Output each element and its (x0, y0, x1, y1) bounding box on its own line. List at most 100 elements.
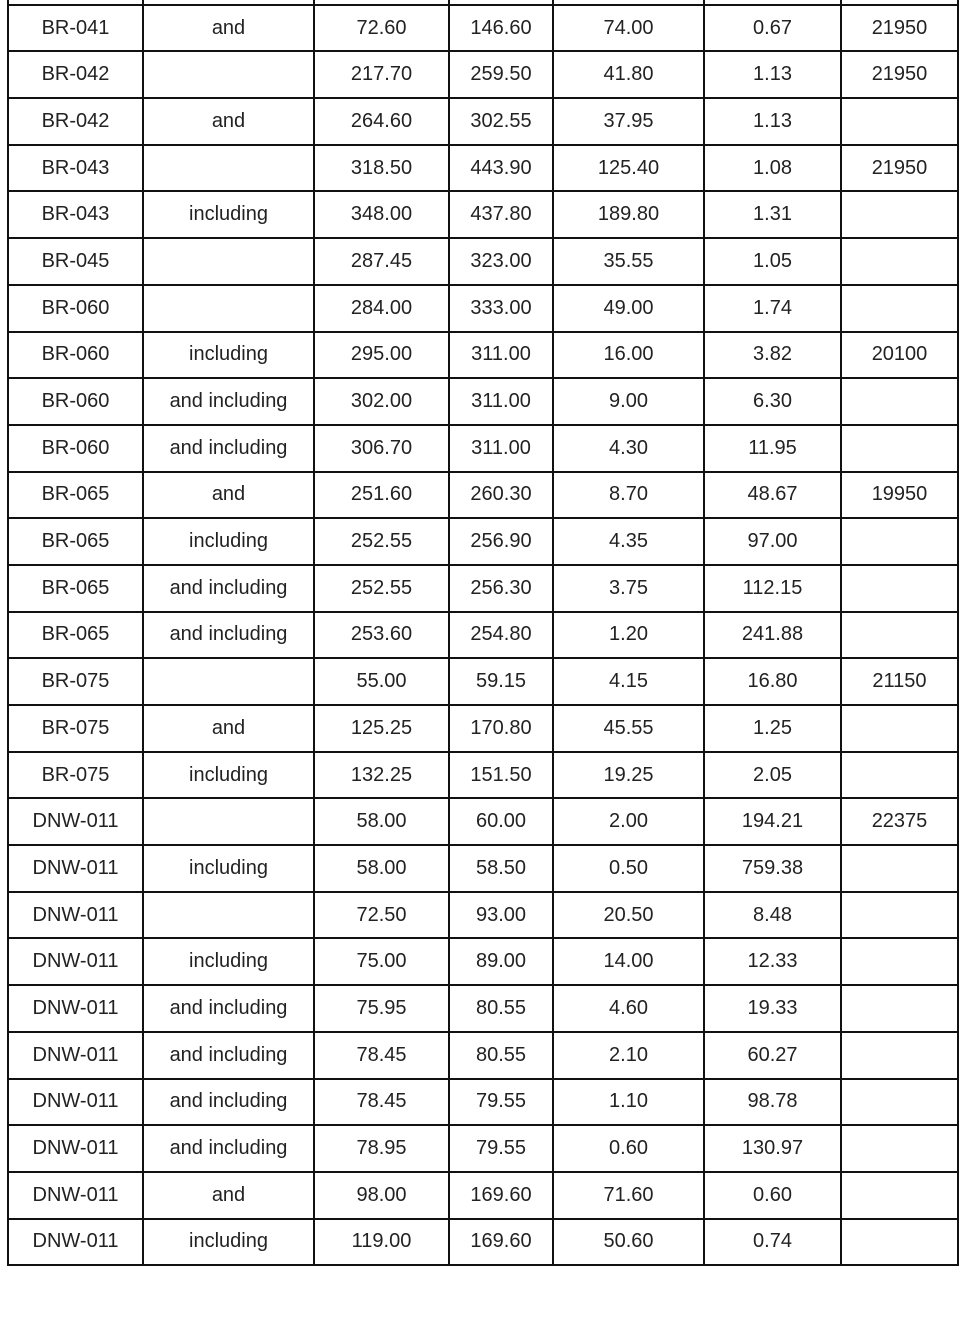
cell-hole-id: BR-065 (7, 517, 144, 566)
cell-section: 21950 (840, 143, 959, 193)
table-row (7, 0, 959, 6)
cell-from: 252.55 (313, 563, 450, 613)
cell-grade: 0.67 (703, 3, 842, 53)
cell-grade: 6.30 (703, 377, 842, 426)
cell-section (840, 1124, 959, 1173)
cell-interval (552, 0, 705, 6)
cell-from: 284.00 (313, 283, 450, 333)
cell-from: 98.00 (313, 1170, 450, 1220)
cell-from: 78.45 (313, 1077, 450, 1127)
cell-to: 311.00 (448, 377, 554, 426)
cell-interval: 35.55 (552, 237, 705, 286)
table-row: DNW-011 and including 78.95 79.55 0.60 130.97 (7, 1124, 959, 1173)
cell-to: 80.55 (448, 1030, 554, 1080)
cell-grade: 1.13 (703, 97, 842, 146)
cell-qualifier: and (142, 3, 315, 53)
cell-section (840, 1217, 959, 1267)
cell-hole-id: BR-041 (7, 3, 144, 53)
cell-qualifier: including (142, 844, 315, 893)
cell-interval: 14.00 (552, 937, 705, 987)
table-row: BR-041 and 72.60 146.60 74.00 0.67 21950 (7, 3, 959, 53)
cell-to: 79.55 (448, 1124, 554, 1173)
cell-qualifier: and including (142, 984, 315, 1033)
cell-hole-id: BR-075 (7, 657, 144, 706)
cell-section (840, 97, 959, 146)
cell-hole-id: DNW-011 (7, 1077, 144, 1127)
cell-hole-id: BR-065 (7, 610, 144, 660)
cell-from: 75.95 (313, 984, 450, 1033)
cell-section (840, 704, 959, 753)
cell-grade: 12.33 (703, 937, 842, 987)
cell-interval: 125.40 (552, 143, 705, 193)
cell-section (840, 283, 959, 333)
cell-qualifier: and including (142, 1030, 315, 1080)
cell-interval: 16.00 (552, 330, 705, 380)
cell-grade: 1.13 (703, 50, 842, 100)
cell-hole-id: BR-060 (7, 330, 144, 380)
cell-grade: 0.60 (703, 1170, 842, 1220)
cell-hole-id: BR-060 (7, 377, 144, 426)
cell-to: 59.15 (448, 657, 554, 706)
cell-interval: 2.00 (552, 797, 705, 847)
table-row: BR-060 and including 306.70 311.00 4.30 11.95 (7, 423, 959, 473)
cell-qualifier: and including (142, 563, 315, 613)
cell-interval: 20.50 (552, 890, 705, 940)
cell-to: 93.00 (448, 890, 554, 940)
cell-qualifier: including (142, 330, 315, 380)
table-row: BR-042 and 264.60 302.55 37.95 1.13 (7, 97, 959, 146)
cell-grade: 3.82 (703, 330, 842, 380)
cell-section (840, 377, 959, 426)
cell-to: 333.00 (448, 283, 554, 333)
table-row: DNW-011 and including 78.45 79.55 1.10 98.78 (7, 1077, 959, 1127)
cell-grade: 97.00 (703, 517, 842, 566)
cell-to: 259.50 (448, 50, 554, 100)
cell-to (448, 0, 554, 6)
cell-section (840, 844, 959, 893)
cell-section (840, 1030, 959, 1080)
cell-to: 89.00 (448, 937, 554, 987)
cell-to: 151.50 (448, 750, 554, 800)
table-row: BR-060 284.00 333.00 49.00 1.74 (7, 283, 959, 333)
cell-interval: 0.60 (552, 1124, 705, 1173)
cell-interval: 2.10 (552, 1030, 705, 1080)
cell-section: 21950 (840, 3, 959, 53)
cell-hole-id: DNW-011 (7, 984, 144, 1033)
cell-grade: 1.31 (703, 190, 842, 240)
cell-section: 19950 (840, 470, 959, 520)
cell-qualifier: including (142, 937, 315, 987)
table-row: DNW-011 including 58.00 58.50 0.50 759.38 (7, 844, 959, 893)
cell-qualifier (142, 0, 315, 6)
cell-hole-id: BR-043 (7, 143, 144, 193)
cell-interval: 3.75 (552, 563, 705, 613)
cell-to: 311.00 (448, 423, 554, 473)
cell-qualifier: and including (142, 1077, 315, 1127)
cell-qualifier: and (142, 470, 315, 520)
table-row: BR-065 and including 252.55 256.30 3.75 112.1… (7, 563, 959, 613)
cell-from: 55.00 (313, 657, 450, 706)
cell-hole-id: DNW-011 (7, 1030, 144, 1080)
cell-interval: 37.95 (552, 97, 705, 146)
cell-section (840, 190, 959, 240)
cell-section: 22375 (840, 797, 959, 847)
cell-interval: 41.80 (552, 50, 705, 100)
cell-qualifier (142, 890, 315, 940)
drill-results-table: BR-041 and 72.60 146.60 74.00 0.67 21950 BR-042… (7, 0, 959, 1267)
table-row: DNW-011 including 75.00 89.00 14.00 12.33 (7, 937, 959, 987)
cell-grade: 2.05 (703, 750, 842, 800)
table-row: DNW-011 including 119.00 169.60 50.60 0.74 (7, 1217, 959, 1267)
cell-grade: 759.38 (703, 844, 842, 893)
cell-hole-id: BR-065 (7, 470, 144, 520)
cell-from: 287.45 (313, 237, 450, 286)
cell-hole-id: BR-075 (7, 750, 144, 800)
cell-section (840, 1077, 959, 1127)
cell-from: 58.00 (313, 844, 450, 893)
cell-to: 169.60 (448, 1170, 554, 1220)
cell-interval: 4.35 (552, 517, 705, 566)
cell-qualifier (142, 237, 315, 286)
cell-grade: 11.95 (703, 423, 842, 473)
cell-to: 256.30 (448, 563, 554, 613)
cell-hole-id: DNW-011 (7, 1124, 144, 1173)
cell-to: 302.55 (448, 97, 554, 146)
cell-section (840, 563, 959, 613)
cell-section (840, 610, 959, 660)
